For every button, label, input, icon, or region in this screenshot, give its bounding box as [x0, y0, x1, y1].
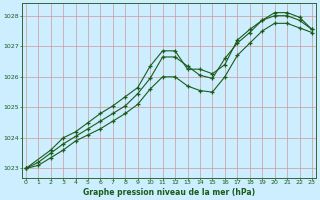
- X-axis label: Graphe pression niveau de la mer (hPa): Graphe pression niveau de la mer (hPa): [83, 188, 255, 197]
